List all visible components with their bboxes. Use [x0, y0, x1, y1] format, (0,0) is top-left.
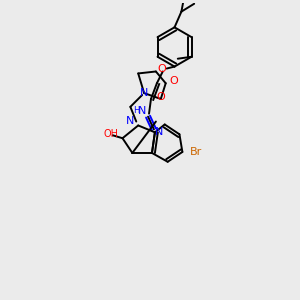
Text: O: O [158, 64, 166, 74]
Text: N: N [126, 116, 135, 126]
Text: OH: OH [103, 129, 118, 139]
Text: N: N [138, 106, 146, 116]
Text: O: O [156, 92, 165, 102]
Text: N: N [140, 88, 148, 98]
Text: Br: Br [190, 147, 202, 157]
Text: N: N [154, 127, 163, 137]
Text: H: H [133, 106, 140, 115]
Text: O: O [169, 76, 178, 86]
